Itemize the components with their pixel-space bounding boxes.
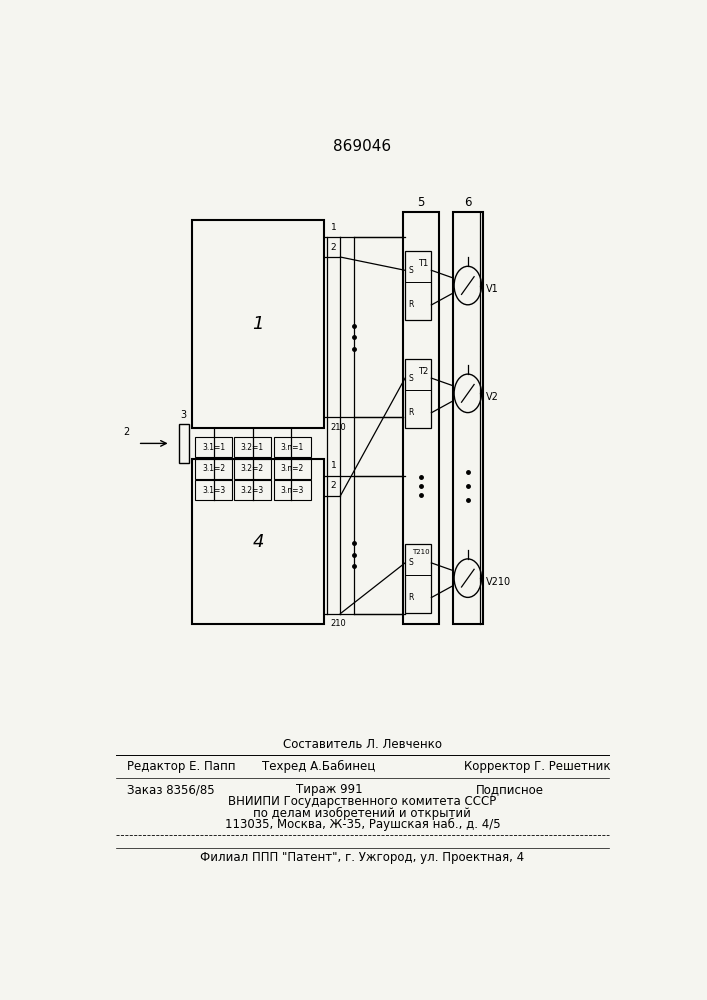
Text: S: S (409, 558, 413, 567)
Text: Заказ 8356/85: Заказ 8356/85 (127, 783, 214, 796)
Text: 1: 1 (331, 223, 337, 232)
Text: 3.n=1: 3.n=1 (281, 443, 304, 452)
Text: 210: 210 (331, 423, 346, 432)
Bar (195, 437, 233, 457)
Text: S: S (409, 374, 413, 383)
Text: 3.1=3: 3.1=3 (202, 486, 226, 495)
Bar (274, 437, 311, 457)
Text: 3: 3 (181, 410, 187, 420)
Text: R: R (408, 408, 414, 417)
Bar (233, 459, 271, 479)
Text: ВНИИПИ Государственного комитета СССР: ВНИИПИ Государственного комитета СССР (228, 795, 496, 808)
Bar (404, 212, 439, 624)
Text: 3.2=1: 3.2=1 (240, 443, 264, 452)
Bar (192, 459, 324, 624)
Bar (192, 220, 324, 428)
Bar (195, 459, 233, 479)
Text: S: S (409, 266, 413, 275)
Bar (179, 424, 189, 463)
Bar (195, 480, 233, 500)
Text: Техред А.Бабинец: Техред А.Бабинец (262, 760, 375, 773)
Text: по делам изобретений и открытий: по делам изобретений и открытий (253, 806, 472, 820)
Text: T210: T210 (412, 549, 430, 555)
Text: 210: 210 (331, 619, 346, 628)
Bar (233, 480, 271, 500)
Bar (405, 359, 431, 428)
Bar (233, 437, 271, 457)
Bar (274, 459, 311, 479)
Bar (452, 212, 483, 624)
Bar (405, 251, 431, 320)
Text: 3.1=2: 3.1=2 (202, 464, 226, 473)
Text: 3.2=3: 3.2=3 (240, 486, 264, 495)
Text: T1: T1 (419, 259, 428, 268)
Text: Тираж 991: Тираж 991 (296, 783, 363, 796)
Text: 113035, Москва, Ж-35, Раушская наб., д. 4/5: 113035, Москва, Ж-35, Раушская наб., д. … (225, 818, 500, 831)
Text: 3.n=2: 3.n=2 (281, 464, 304, 473)
Text: 1: 1 (252, 315, 264, 333)
Text: Филиал ППП "Патент", г. Ужгород, ул. Проектная, 4: Филиал ППП "Патент", г. Ужгород, ул. Про… (200, 851, 525, 864)
Text: Корректор Г. Решетник: Корректор Г. Решетник (464, 760, 611, 773)
Bar (405, 544, 431, 613)
Text: V2: V2 (486, 392, 498, 402)
Text: T2: T2 (419, 367, 428, 376)
Text: Составитель Л. Левченко: Составитель Л. Левченко (283, 738, 442, 751)
Text: Подписное: Подписное (477, 783, 544, 796)
Text: 1: 1 (331, 461, 337, 470)
Text: 3.2=2: 3.2=2 (240, 464, 264, 473)
Text: Редактор Е. Папп: Редактор Е. Папп (127, 760, 235, 773)
Text: V210: V210 (486, 577, 511, 587)
Text: 2: 2 (124, 427, 130, 437)
Text: 2: 2 (331, 481, 337, 490)
Text: R: R (408, 593, 414, 602)
Text: 6: 6 (464, 196, 472, 209)
Bar (274, 480, 311, 500)
Text: 869046: 869046 (333, 139, 392, 154)
Text: 3.n=3: 3.n=3 (281, 486, 304, 495)
Text: 3.1=1: 3.1=1 (202, 443, 226, 452)
Text: 2: 2 (331, 243, 337, 252)
Text: R: R (408, 300, 414, 309)
Text: 5: 5 (418, 196, 425, 209)
Text: 4: 4 (252, 533, 264, 551)
Text: V1: V1 (486, 284, 498, 294)
